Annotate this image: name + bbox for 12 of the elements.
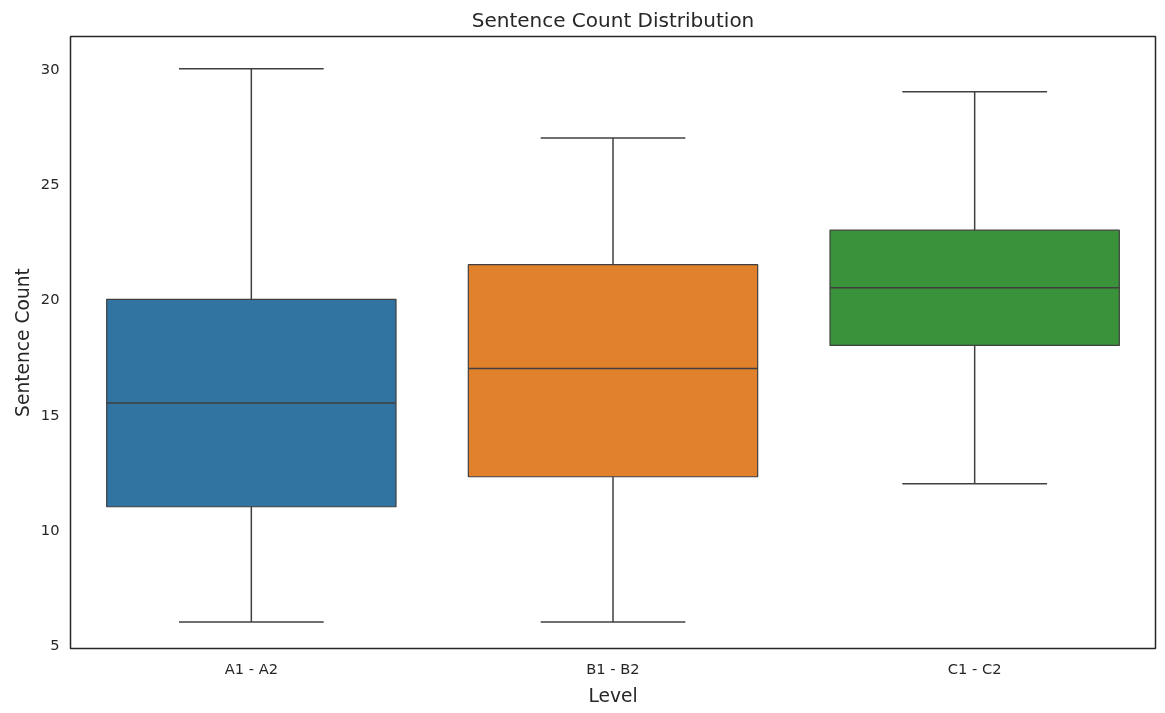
y-tick-label: 30	[40, 59, 60, 77]
x-axis-title: Level	[588, 684, 638, 706]
x-tick-label: B1 - B2	[586, 659, 640, 677]
chart-title: Sentence Count Distribution	[471, 7, 755, 32]
y-tick-label: 10	[40, 520, 60, 538]
y-tick-label: 5	[50, 636, 60, 654]
y-tick-label: 15	[40, 405, 60, 423]
x-tick-label: C1 - C2	[947, 659, 1002, 677]
y-axis-title: Sentence Count	[11, 268, 33, 417]
x-tick-label: A1 - A2	[224, 659, 278, 677]
y-tick-label: 20	[40, 290, 60, 308]
y-tick-label: 25	[40, 175, 60, 193]
